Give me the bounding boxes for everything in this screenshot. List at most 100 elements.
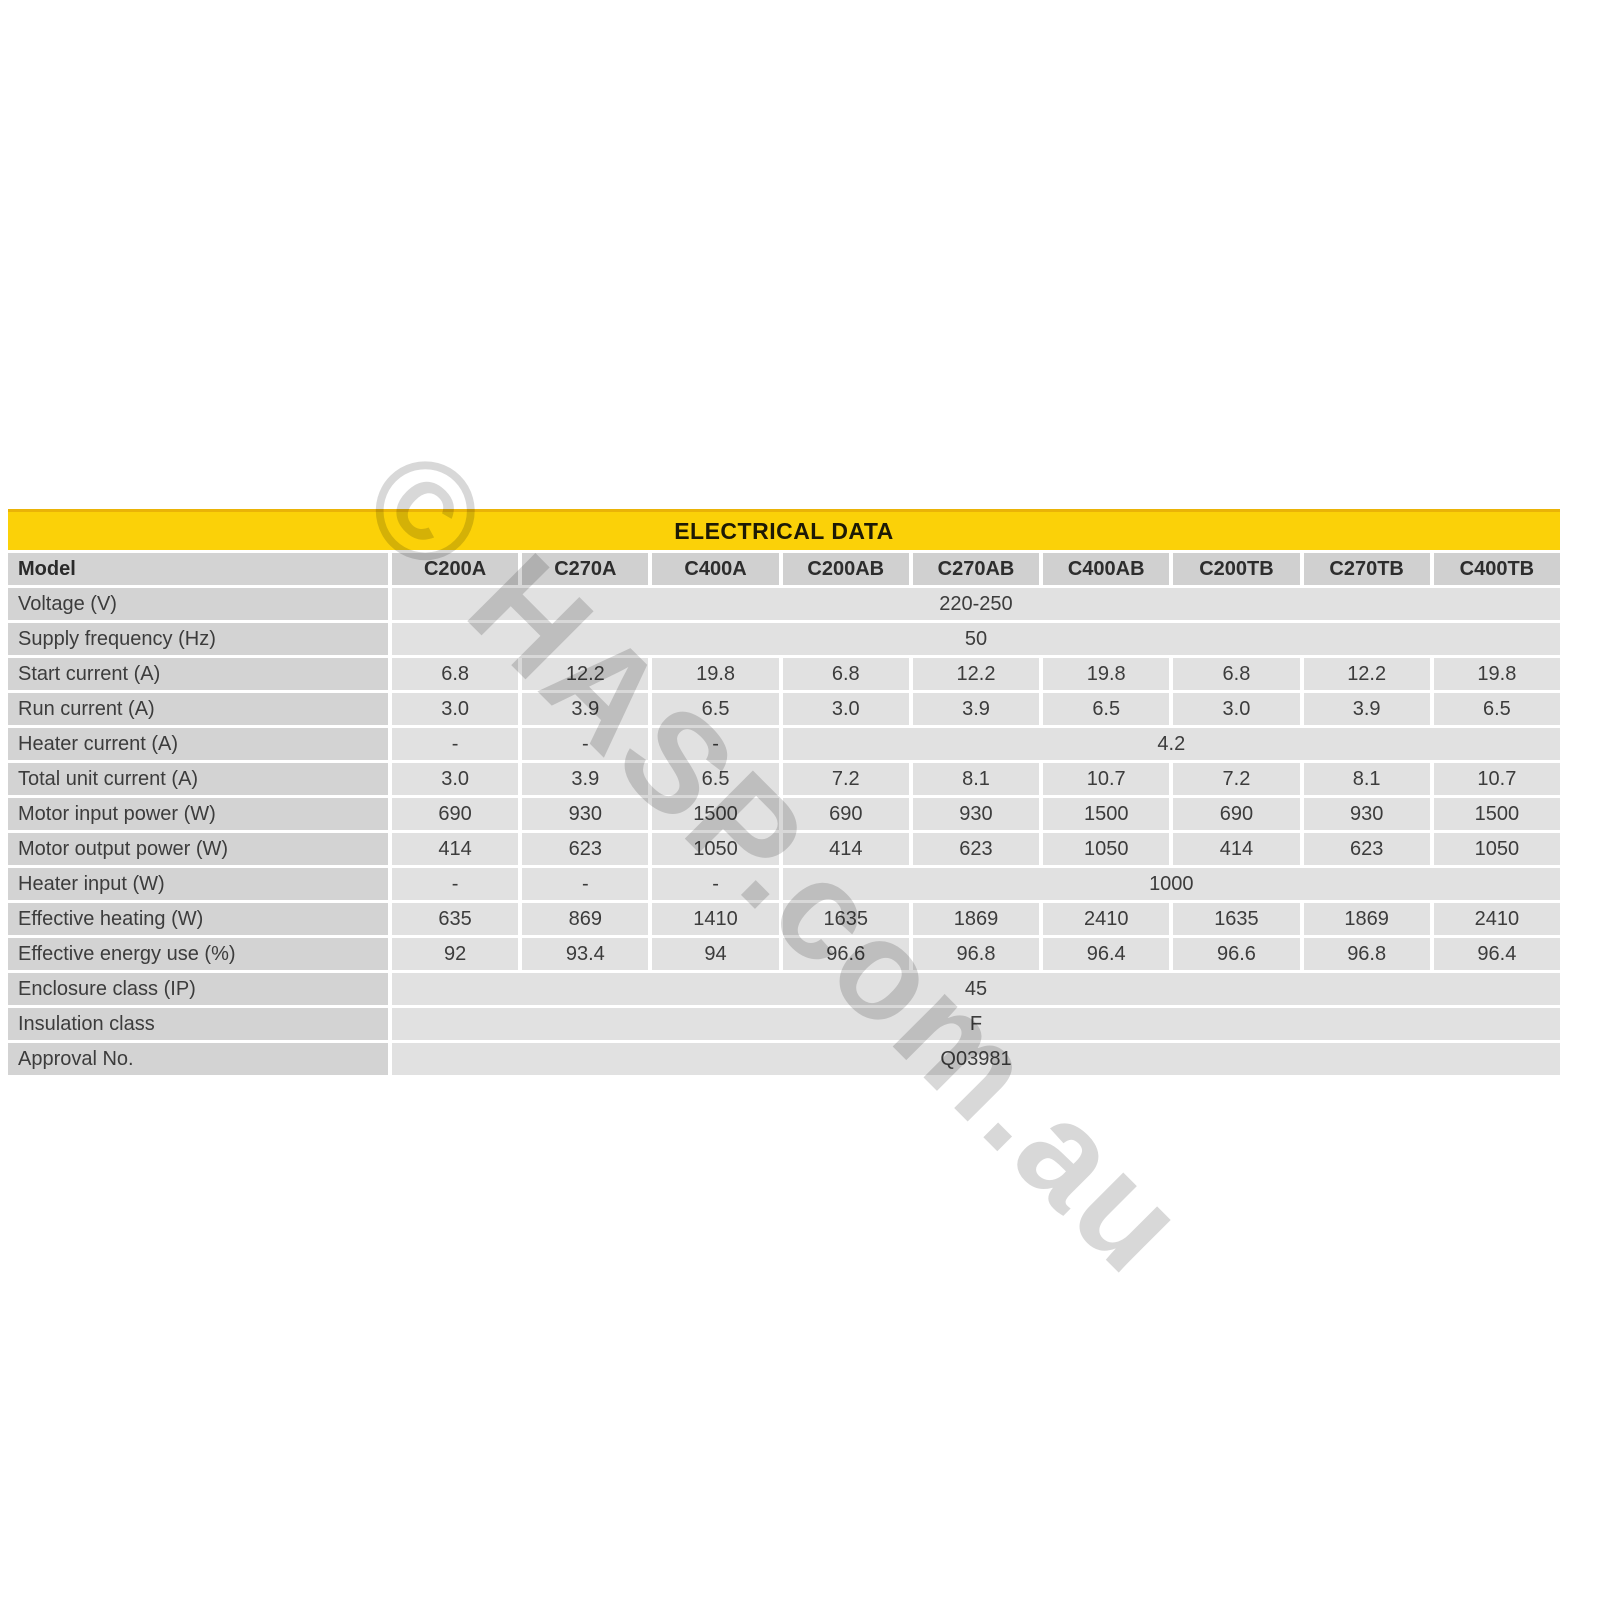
value-cell: 3.0 [392, 763, 519, 795]
value-cell: 3.0 [392, 693, 519, 725]
row-label: Effective heating (W) [8, 903, 388, 935]
value-cell: - [652, 868, 779, 900]
value-cell: 690 [1173, 798, 1300, 830]
value-cell: 220-250 [392, 588, 1560, 620]
value-cell: - [392, 868, 519, 900]
value-cell: 96.8 [1303, 938, 1430, 970]
value-cell: 96.4 [1433, 938, 1560, 970]
value-cell: 1410 [652, 903, 779, 935]
model-header-cell: C400A [652, 553, 779, 585]
value-cell: 635 [392, 903, 519, 935]
value-cell: 1500 [1433, 798, 1560, 830]
value-cell: 10.7 [1433, 763, 1560, 795]
value-cell: - [392, 728, 519, 760]
model-header-cell: C200TB [1173, 553, 1300, 585]
value-cell: 19.8 [1433, 658, 1560, 690]
row-label: Approval No. [8, 1043, 388, 1075]
value-cell: 96.8 [912, 938, 1040, 970]
row-label: Effective energy use (%) [8, 938, 388, 970]
value-cell: 6.5 [652, 693, 779, 725]
electrical-data-table: ELECTRICAL DATA Model C200A C270A C400A C200… [8, 509, 1560, 1075]
value-cell: 3.0 [782, 693, 909, 725]
value-cell: 869 [522, 903, 649, 935]
value-cell: 414 [392, 833, 519, 865]
model-header-cell: C200AB [782, 553, 909, 585]
value-cell: 1000 [782, 868, 1560, 900]
value-cell: 3.0 [1173, 693, 1300, 725]
value-cell: 12.2 [1303, 658, 1430, 690]
value-cell: 1500 [1043, 798, 1170, 830]
value-cell: 8.1 [912, 763, 1040, 795]
value-cell: 1050 [1043, 833, 1170, 865]
value-cell: 6.8 [1173, 658, 1300, 690]
value-cell: 6.5 [652, 763, 779, 795]
value-cell: - [522, 728, 649, 760]
value-cell: 2410 [1433, 903, 1560, 935]
value-cell: 96.4 [1043, 938, 1170, 970]
value-cell: - [652, 728, 779, 760]
value-cell: 1500 [652, 798, 779, 830]
value-cell: 4.2 [782, 728, 1560, 760]
value-cell: 1869 [1303, 903, 1430, 935]
value-cell: 8.1 [1303, 763, 1430, 795]
value-cell: 12.2 [912, 658, 1040, 690]
value-cell: 50 [392, 623, 1560, 655]
value-cell: F [392, 1008, 1560, 1040]
row-label: Motor output power (W) [8, 833, 388, 865]
table-title-bar: ELECTRICAL DATA [8, 509, 1560, 550]
row-label: Heater input (W) [8, 868, 388, 900]
row-label: Enclosure class (IP) [8, 973, 388, 1005]
value-cell: 2410 [1043, 903, 1170, 935]
value-cell: - [522, 868, 649, 900]
value-cell: 1635 [1173, 903, 1300, 935]
value-cell: 414 [782, 833, 909, 865]
value-cell: 623 [1303, 833, 1430, 865]
value-cell: 6.8 [782, 658, 909, 690]
value-cell: 930 [912, 798, 1040, 830]
value-cell: 94 [652, 938, 779, 970]
value-cell: 3.9 [912, 693, 1040, 725]
model-header-label: Model [8, 553, 388, 585]
value-cell: 19.8 [1043, 658, 1170, 690]
row-label: Total unit current (A) [8, 763, 388, 795]
value-cell: 1050 [652, 833, 779, 865]
table-title: ELECTRICAL DATA [674, 517, 894, 544]
value-cell: 623 [522, 833, 649, 865]
table-grid: Model C200A C270A C400A C200AB C270AB C400AB C2… [8, 553, 1560, 1075]
value-cell: Q03981 [392, 1043, 1560, 1075]
row-label: Supply frequency (Hz) [8, 623, 388, 655]
value-cell: 93.4 [522, 938, 649, 970]
value-cell: 1869 [912, 903, 1040, 935]
model-header-cell: C270A [522, 553, 649, 585]
model-header-cell: C270TB [1303, 553, 1430, 585]
value-cell: 45 [392, 973, 1560, 1005]
value-cell: 7.2 [1173, 763, 1300, 795]
value-cell: 96.6 [782, 938, 909, 970]
model-header-cell: C270AB [912, 553, 1040, 585]
row-label: Heater current (A) [8, 728, 388, 760]
value-cell: 930 [1303, 798, 1430, 830]
value-cell: 12.2 [522, 658, 649, 690]
model-header-cell: C200A [392, 553, 519, 585]
value-cell: 1050 [1433, 833, 1560, 865]
value-cell: 96.6 [1173, 938, 1300, 970]
model-header-cell: C400TB [1433, 553, 1560, 585]
value-cell: 930 [522, 798, 649, 830]
model-header-cell: C400AB [1043, 553, 1170, 585]
row-label: Run current (A) [8, 693, 388, 725]
value-cell: 10.7 [1043, 763, 1170, 795]
value-cell: 1635 [782, 903, 909, 935]
value-cell: 7.2 [782, 763, 909, 795]
value-cell: 623 [912, 833, 1040, 865]
row-label: Insulation class [8, 1008, 388, 1040]
value-cell: 3.9 [1303, 693, 1430, 725]
value-cell: 690 [782, 798, 909, 830]
value-cell: 6.5 [1043, 693, 1170, 725]
value-cell: 6.8 [392, 658, 519, 690]
row-label: Motor input power (W) [8, 798, 388, 830]
value-cell: 414 [1173, 833, 1300, 865]
value-cell: 19.8 [652, 658, 779, 690]
row-label: Voltage (V) [8, 588, 388, 620]
value-cell: 92 [392, 938, 519, 970]
